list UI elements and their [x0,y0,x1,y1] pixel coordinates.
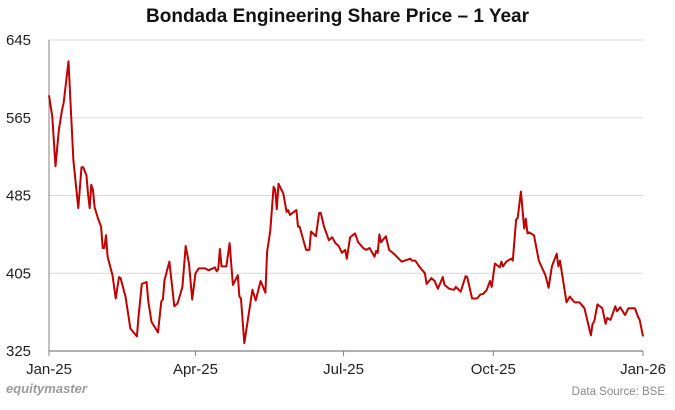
x-tick-label: Jan-26 [620,361,666,378]
y-tick-label: 405 [6,265,31,282]
x-tick-label: Jan-25 [26,361,72,378]
x-axis: Jan-25 Apr-25 Jul-25 Oct-25 Jan-26 [26,40,666,378]
y-tick-label: 325 [6,343,31,360]
y-tick-label: 565 [6,110,31,127]
x-tick-label: Oct-25 [471,361,516,378]
gridlines [49,39,643,274]
price-line [48,60,644,345]
data-source-note: Data Source: BSE [571,386,665,398]
y-tick-label: 485 [6,188,31,205]
chart-title: Bondada Engineering Share Price – 1 Year [146,6,529,27]
y-tick-label: 645 [6,32,31,49]
y-axis-ticks: 325 405 485 565 645 [6,32,31,360]
equitymaster-logo: equitymaster [6,381,87,396]
x-tick-label: Jul-25 [323,361,364,378]
x-tick-label: Apr-25 [173,361,218,378]
